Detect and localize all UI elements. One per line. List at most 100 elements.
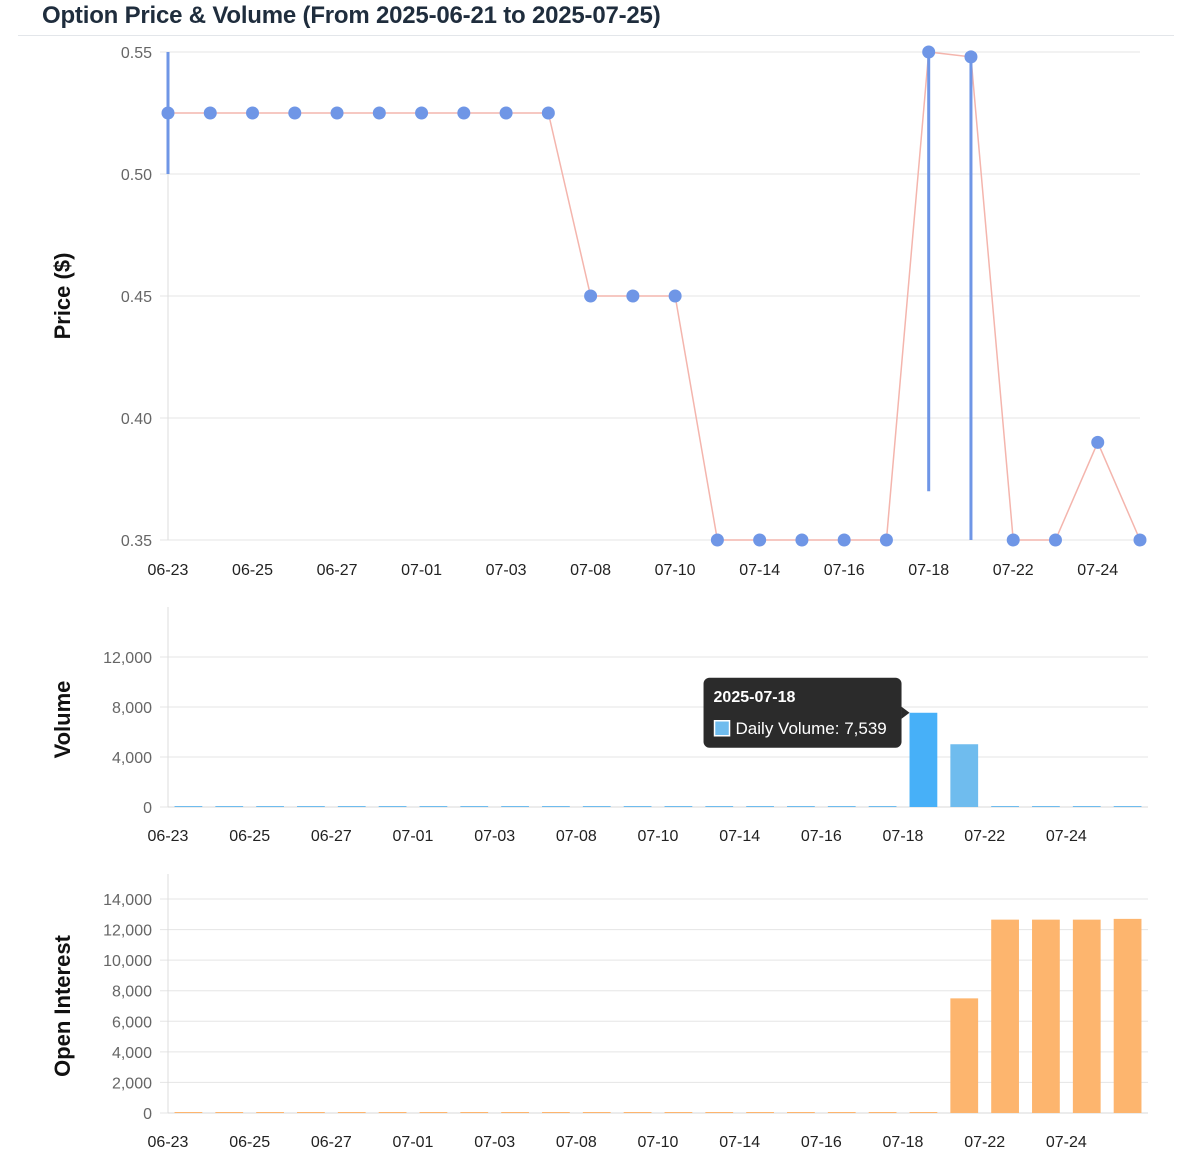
open-interest-y-tick-label: 12,000 (103, 923, 152, 940)
price-point (753, 533, 767, 547)
volume-bar (1072, 806, 1101, 807)
price-point (837, 533, 851, 547)
tooltip-caret (901, 706, 910, 719)
price-point (246, 106, 260, 120)
open-interest-x-tick-label: 07-22 (964, 1134, 1005, 1151)
volume-y-tick-label: 12,000 (103, 650, 152, 667)
open-interest-x-tick-label: 06-23 (148, 1134, 189, 1151)
price-x-tick-label: 07-03 (486, 562, 527, 579)
price-x-tick-label: 06-23 (148, 562, 189, 579)
volume-x-tick-label: 07-22 (964, 828, 1005, 845)
price-series-line (168, 51, 1141, 541)
open-interest-x-tick-label: 07-16 (801, 1134, 842, 1151)
volume-panel: 0 4,000 8,000 12,000 06-23 06-25 06-27 07-01 07-… (50, 607, 1148, 845)
price-y-tick-label: 0.55 (121, 45, 152, 62)
price-point (372, 106, 386, 120)
volume-x-tick-label: 07-24 (1046, 828, 1087, 845)
price-x-tick-label: 07-16 (824, 562, 865, 579)
open-interest-y-tick-label: 10,000 (103, 953, 152, 970)
tooltip-swatch (713, 720, 731, 737)
open-interest-y-tick-label: 14,000 (103, 892, 152, 909)
open-interest-y-axis-title: Open Interest (50, 934, 75, 1076)
price-x-tick-label: 07-01 (401, 562, 442, 579)
price-point (668, 289, 682, 303)
volume-bar (950, 744, 979, 807)
open-interest-y-tick-label: 2,000 (112, 1075, 152, 1092)
volume-y-tick-label: 0 (143, 800, 152, 817)
open-interest-bar (542, 1112, 570, 1113)
volume-bar (1032, 806, 1060, 807)
volume-bar (827, 806, 856, 807)
open-interest-bar (1032, 919, 1060, 1113)
tooltip-value: Daily Volume: 7,539 (736, 719, 887, 738)
volume-x-tick-label: 06-27 (311, 828, 352, 845)
title-divider (18, 35, 1174, 36)
volume-bar (378, 806, 407, 807)
volume-x-tick-label: 07-10 (638, 828, 679, 845)
price-point (710, 533, 724, 547)
open-interest-x-tick-label: 07-14 (719, 1134, 760, 1151)
volume-bar (419, 806, 448, 807)
price-point (1091, 435, 1105, 449)
open-interest-x-tick-label: 07-01 (393, 1134, 434, 1151)
price-y-axis-title: Price ($) (50, 253, 75, 340)
price-y-tick-label: 0.40 (121, 411, 152, 428)
price-x-tick-label: 07-18 (908, 562, 949, 579)
volume-x-tick-label: 07-14 (719, 828, 760, 845)
price-point (964, 50, 978, 64)
volume-bar (174, 806, 203, 807)
open-interest-bar (746, 1112, 774, 1113)
open-interest-panel: 0 2,000 4,000 6,000 8,000 10,000 12,000 14,000 0… (50, 874, 1148, 1151)
price-point (584, 289, 598, 303)
price-panel: 0.35 0.40 0.45 0.50 0.55 06-23 06-25 06-27 07-01… (50, 45, 1147, 579)
price-x-tick-label: 07-24 (1077, 562, 1118, 579)
open-interest-x-tick-label: 07-10 (638, 1134, 679, 1151)
volume-bar (705, 806, 734, 807)
price-x-tick-label: 06-27 (317, 562, 358, 579)
open-interest-bar (256, 1112, 284, 1113)
open-interest-bar (501, 1112, 529, 1113)
volume-bar (582, 806, 611, 807)
chart-title: Option Price & Volume (From 2025-06-21 t… (42, 2, 661, 29)
price-y-tick-label: 0.45 (121, 289, 152, 306)
open-interest-bar (909, 1112, 938, 1113)
open-interest-x-tick-label: 07-08 (556, 1134, 597, 1151)
open-interest-bar (1113, 918, 1142, 1113)
volume-x-tick-label: 07-18 (883, 828, 924, 845)
price-point (1006, 533, 1020, 547)
price-point (288, 106, 302, 120)
open-interest-bar (827, 1112, 856, 1113)
open-interest-bar (950, 998, 979, 1113)
volume-y-axis-title: Volume (50, 681, 75, 759)
volume-y-tick-label: 8,000 (112, 700, 152, 717)
volume-bar (746, 806, 774, 807)
price-x-tick-label: 07-08 (570, 562, 611, 579)
volume-bar (542, 806, 570, 807)
volume-bar (215, 806, 244, 807)
volume-x-tick-label: 07-08 (556, 828, 597, 845)
open-interest-bar (868, 1112, 897, 1113)
open-interest-x-tick-label: 06-27 (311, 1134, 352, 1151)
price-point (1133, 533, 1147, 547)
open-interest-bar (378, 1112, 407, 1113)
open-interest-bar (991, 919, 1019, 1113)
price-x-tick-label: 07-10 (655, 562, 696, 579)
open-interest-bar (623, 1112, 652, 1113)
volume-bar (991, 806, 1019, 807)
open-interest-bar (787, 1112, 815, 1113)
tooltip-box (703, 677, 902, 748)
volume-x-tick-label: 07-01 (393, 828, 434, 845)
price-point (161, 106, 175, 120)
open-interest-y-tick-label: 4,000 (112, 1045, 152, 1062)
price-point (330, 106, 344, 120)
open-interest-x-tick-label: 07-18 (883, 1134, 924, 1151)
price-y-tick-label: 0.50 (121, 167, 152, 184)
open-interest-bar (297, 1112, 325, 1113)
price-point (922, 45, 936, 59)
volume-bar (337, 806, 366, 807)
volume-x-tick-label: 07-16 (801, 828, 842, 845)
open-interest-bar (215, 1112, 244, 1113)
open-interest-bar (174, 1112, 203, 1113)
price-x-tick-label: 07-22 (993, 562, 1034, 579)
